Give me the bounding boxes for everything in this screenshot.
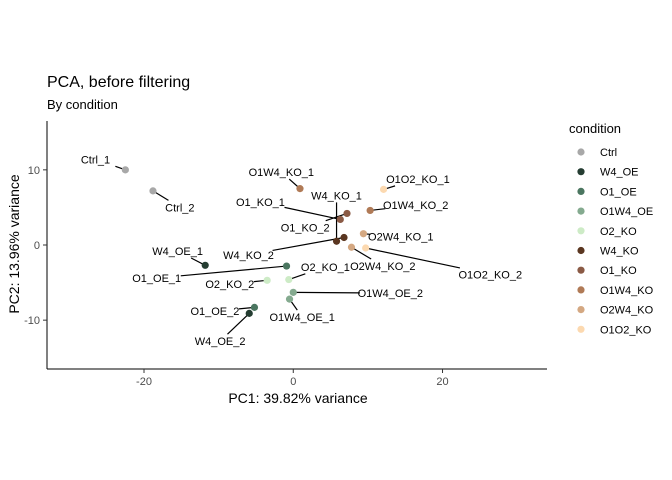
point-label: W4_KO_1 xyxy=(311,190,362,202)
data-point-o1w4-oe-2 xyxy=(289,288,297,296)
point-label: O1W4_KO_2 xyxy=(383,200,448,212)
legend-label: O1W4_OE xyxy=(600,206,653,218)
legend: condition Ctrl W4_OE O1_OE O1W4_OE O2_KO W4_K… xyxy=(569,121,654,336)
data-point-w4-oe-1 xyxy=(201,261,209,269)
legend-key-w4-ko xyxy=(577,246,585,255)
point-label: O1_KO_1 xyxy=(236,197,285,209)
data-point-o2-ko-2 xyxy=(263,276,271,284)
legend-label: O1_KO xyxy=(600,265,637,277)
leader-line xyxy=(180,265,287,277)
point-label: O2W4_KO_1 xyxy=(368,232,433,244)
x-tick-label: -20 xyxy=(136,376,152,388)
legend-key-o2w4-ko xyxy=(577,306,585,314)
data-point-o1w4-oe-1 xyxy=(285,295,294,303)
point-label: Ctrl_1 xyxy=(81,154,110,166)
point-label: O1_OE_1 xyxy=(132,273,181,285)
leader-line xyxy=(272,236,345,252)
legend-label: O1_OE xyxy=(600,186,637,198)
point-label: W4_KO_2 xyxy=(223,250,274,262)
point-label: O1O2_KO_2 xyxy=(458,269,522,281)
point-label: O2W4_KO_2 xyxy=(350,261,415,273)
legend-key-w4-oe xyxy=(577,168,585,176)
data-point-ctrl-1 xyxy=(121,166,129,174)
data-point-o1-oe-2 xyxy=(250,303,259,311)
leader-line xyxy=(325,212,348,222)
point-label: Ctrl_2 xyxy=(165,202,194,214)
legend-label: O1O2_KO xyxy=(600,324,652,336)
leader-line xyxy=(293,291,360,294)
leader-line xyxy=(227,312,250,335)
data-point-o1-oe-1 xyxy=(282,262,291,270)
legend-label: O2W4_KO xyxy=(600,305,654,317)
chart-title: PCA, before filtering xyxy=(47,74,190,91)
legend-label: Ctrl xyxy=(600,147,617,159)
data-point-o1-ko-2 xyxy=(343,209,351,218)
data-point-o1-ko-1 xyxy=(336,215,344,224)
x-tick-label: 20 xyxy=(436,376,448,388)
data-point-o2w4-ko-1 xyxy=(359,230,368,238)
data-point-o1w4-ko-2 xyxy=(366,206,374,215)
leader-line xyxy=(284,206,341,221)
legend-key-ctrl xyxy=(577,148,585,156)
data-point-w4-ko-1 xyxy=(332,237,341,245)
y-tick-label: 10 xyxy=(28,165,40,177)
point-label: W4_OE_1 xyxy=(152,246,203,258)
leader-line xyxy=(365,247,461,269)
y-axis-title: PC2: 13.96% variance xyxy=(6,174,22,314)
data-point-o1o2-ko-1 xyxy=(379,185,388,193)
x-axis-title: PC1: 39.82% variance xyxy=(228,390,368,406)
data-point-o1w4-ko-1 xyxy=(296,185,304,193)
legend-key-o1-oe xyxy=(577,187,585,195)
data-point-ctrl-2 xyxy=(149,187,157,195)
legend-title: condition xyxy=(569,121,621,136)
legend-label: O1W4_KO xyxy=(600,285,654,297)
point-label: O1W4_KO_1 xyxy=(249,167,314,179)
point-label: O1_OE_2 xyxy=(190,306,239,318)
plot-area: -20 0 20 -10 0 10 Ctrl_1 Ctrl_2 W4_OE_1 W4_OE_2 O1… xyxy=(24,121,547,388)
legend-key-o1o2-ko xyxy=(577,325,585,333)
point-label: O1O2_KO_1 xyxy=(386,174,450,186)
data-point-o1o2-ko-2 xyxy=(362,244,370,252)
legend-key-o2-ko xyxy=(577,227,585,235)
leader-line xyxy=(351,246,372,260)
point-label: O2_KO_2 xyxy=(205,279,254,291)
point-label: W4_OE_2 xyxy=(195,336,246,348)
data-point-w4-ko-2 xyxy=(340,233,348,242)
point-label: O1_KO_2 xyxy=(281,223,330,235)
legend-label: W4_KO xyxy=(600,246,639,258)
data-point-w4-oe-2 xyxy=(245,309,253,317)
legend-key-o1w4-ko xyxy=(577,286,585,294)
legend-key-o1-ko xyxy=(577,266,585,274)
legend-key-o1w4-oe xyxy=(577,207,585,215)
point-label: O1W4_OE_2 xyxy=(358,288,423,300)
chart-subtitle: By condition xyxy=(47,97,118,112)
point-label: O1W4_OE_1 xyxy=(270,312,335,324)
data-point-o2-ko-1 xyxy=(285,275,293,284)
y-tick-label: 0 xyxy=(34,240,40,252)
legend-label: W4_OE xyxy=(600,167,639,179)
point-label: O2_KO_1 xyxy=(301,262,350,274)
y-tick-label: -10 xyxy=(24,315,40,327)
x-tick-label: 0 xyxy=(290,376,296,388)
data-point-o2w4-ko-2 xyxy=(347,243,356,251)
legend-label: O2_KO xyxy=(600,226,637,238)
